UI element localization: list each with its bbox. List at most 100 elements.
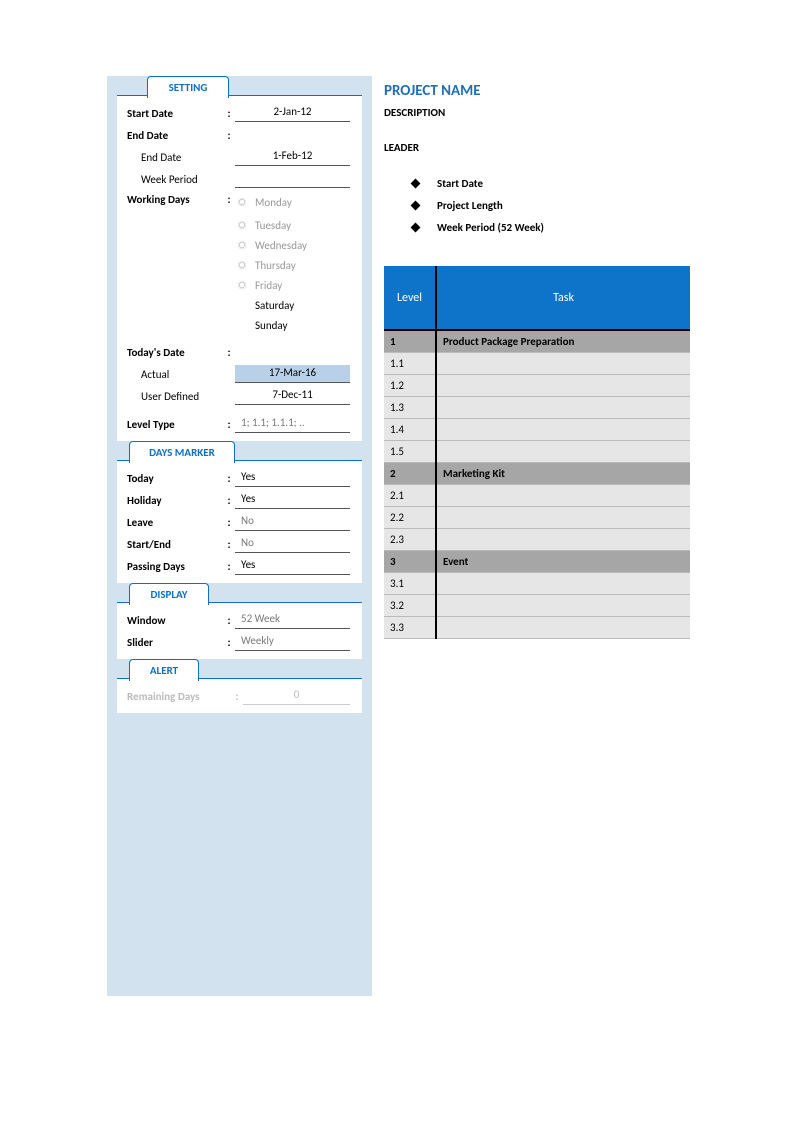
task-row[interactable]: 2.1: [384, 484, 690, 506]
setting-tab-header: SETTING: [117, 76, 362, 96]
working-day-row: Saturday: [125, 295, 354, 315]
passing-label: Passing Days: [125, 560, 223, 573]
task-row[interactable]: 2.2: [384, 506, 690, 528]
task-cell: [436, 440, 690, 462]
working-day-label: Friday: [249, 279, 282, 292]
end-date-sub-label: End Date: [125, 151, 223, 164]
task-row[interactable]: 3.3: [384, 616, 690, 638]
task-row[interactable]: 3.2: [384, 594, 690, 616]
days-marker-card: Today:Yes Holiday:Yes Leave:No Start/End…: [117, 461, 362, 583]
display-tab: DISPLAY: [129, 583, 209, 605]
level-cell: 3.3: [384, 616, 436, 638]
working-day-row: ☼Friday: [125, 275, 354, 295]
holiday-label: Holiday: [125, 494, 223, 507]
level-type-value[interactable]: 1; 1.1; 1.1.1; ..: [235, 415, 350, 433]
window-label: Window: [125, 614, 223, 627]
bullet-text: Week Period (52 Week): [437, 221, 544, 234]
today-value[interactable]: Yes: [235, 469, 350, 487]
level-cell: 3: [384, 550, 436, 572]
display-tab-label: DISPLAY: [150, 588, 187, 601]
col-level-header: Level: [384, 266, 436, 330]
start-date-row: Start Date : 2-Jan-12: [125, 102, 354, 124]
working-day-label: Monday: [249, 196, 292, 209]
setting-tab: SETTING: [147, 76, 229, 98]
working-day-label: Tuesday: [249, 219, 291, 232]
working-day-row: Sunday: [125, 315, 354, 335]
setting-tab-label: SETTING: [169, 81, 208, 94]
days-marker-tab: DAYS MARKER: [129, 441, 235, 463]
project-description: DESCRIPTION: [384, 106, 694, 119]
actual-value[interactable]: 17-Mar-16: [235, 365, 350, 383]
holiday-value[interactable]: Yes: [235, 491, 350, 509]
task-row[interactable]: 1.5: [384, 440, 690, 462]
project-bullets: Start Date Project Length Week Period (52 …: [384, 172, 694, 238]
start-date-label: Start Date: [125, 107, 223, 120]
task-cell: [436, 352, 690, 374]
sun-icon: ☼: [238, 219, 247, 233]
alert-card: Remaining Days:0: [117, 679, 362, 713]
slider-value[interactable]: Weekly: [235, 633, 350, 651]
sun-icon: ☼: [238, 196, 247, 210]
settings-panel: SETTING Start Date : 2-Jan-12 End Date :…: [107, 76, 372, 996]
level-cell: 2.3: [384, 528, 436, 550]
task-group-row[interactable]: 2Marketing Kit: [384, 462, 690, 484]
sun-icon: ☼: [238, 239, 247, 253]
task-row[interactable]: 1.2: [384, 374, 690, 396]
diamond-icon: [411, 200, 421, 210]
project-panel: PROJECT NAME DESCRIPTION LEADER Start Da…: [384, 76, 694, 996]
task-row[interactable]: 1.1: [384, 352, 690, 374]
userdef-row: User Defined 7-Dec-11: [125, 385, 354, 407]
remaining-value[interactable]: 0: [243, 687, 350, 705]
level-cell: 1.2: [384, 374, 436, 396]
bullet-text: Project Length: [437, 199, 503, 212]
sun-icon: ☼: [238, 259, 247, 273]
working-day-label: Sunday: [249, 319, 287, 332]
working-day-label: Thursday: [249, 259, 296, 272]
end-date-header-row: End Date :: [125, 124, 354, 146]
display-tab-header: DISPLAY: [117, 583, 362, 603]
project-title: PROJECT NAME: [384, 82, 694, 100]
level-cell: 2: [384, 462, 436, 484]
end-date-label: End Date: [125, 129, 223, 142]
task-group-row[interactable]: 1Product Package Preparation: [384, 330, 690, 352]
bullet-item: Week Period (52 Week): [384, 216, 694, 238]
task-group-row[interactable]: 3Event: [384, 550, 690, 572]
userdef-label: User Defined: [125, 390, 223, 403]
level-type-label: Level Type: [125, 418, 223, 431]
task-cell: [436, 572, 690, 594]
level-cell: 1.3: [384, 396, 436, 418]
remaining-label: Remaining Days: [125, 690, 231, 703]
level-cell: 1: [384, 330, 436, 352]
week-period-value[interactable]: [235, 170, 350, 188]
level-cell: 3.2: [384, 594, 436, 616]
days-marker-tab-label: DAYS MARKER: [149, 446, 215, 459]
sun-icon: ☼: [238, 279, 247, 293]
task-cell: [436, 484, 690, 506]
leave-value[interactable]: No: [235, 513, 350, 531]
alert-tab-header: ALERT: [117, 659, 362, 679]
task-cell: Marketing Kit: [436, 462, 690, 484]
startend-value[interactable]: No: [235, 535, 350, 553]
passing-value[interactable]: Yes: [235, 557, 350, 575]
task-row[interactable]: 1.3: [384, 396, 690, 418]
working-day-row: ☼Thursday: [125, 255, 354, 275]
level-cell: 3.1: [384, 572, 436, 594]
task-row[interactable]: 3.1: [384, 572, 690, 594]
task-cell: [436, 506, 690, 528]
actual-label: Actual: [125, 368, 223, 381]
actual-row: Actual 17-Mar-16: [125, 363, 354, 385]
project-leader: LEADER: [384, 141, 694, 154]
task-row[interactable]: 1.4: [384, 418, 690, 440]
start-date-value[interactable]: 2-Jan-12: [235, 104, 350, 122]
level-cell: 2.2: [384, 506, 436, 528]
level-cell: 1.1: [384, 352, 436, 374]
userdef-value[interactable]: 7-Dec-11: [235, 387, 350, 405]
task-row[interactable]: 2.3: [384, 528, 690, 550]
week-period-row: Week Period: [125, 168, 354, 190]
bullet-text: Start Date: [437, 177, 483, 190]
col-task-header: Task: [436, 266, 690, 330]
todays-date-header: Today's Date :: [125, 341, 354, 363]
display-card: Window:52 Week Slider:Weekly: [117, 603, 362, 659]
end-date-sub-value[interactable]: 1-Feb-12: [235, 148, 350, 166]
window-value[interactable]: 52 Week: [235, 611, 350, 629]
